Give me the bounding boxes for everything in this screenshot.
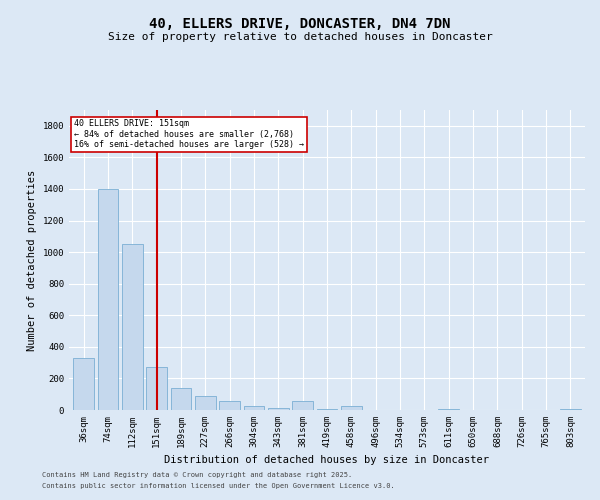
Bar <box>146 368 167 410</box>
Bar <box>244 406 265 410</box>
Bar <box>341 406 362 410</box>
Bar <box>317 409 337 410</box>
Text: Contains HM Land Registry data © Crown copyright and database right 2025.: Contains HM Land Registry data © Crown c… <box>42 472 352 478</box>
Bar <box>170 388 191 410</box>
Bar <box>195 396 215 410</box>
Text: Contains public sector information licensed under the Open Government Licence v3: Contains public sector information licen… <box>42 483 395 489</box>
Bar <box>439 409 459 410</box>
Y-axis label: Number of detached properties: Number of detached properties <box>27 170 37 350</box>
Bar <box>73 358 94 410</box>
Bar <box>122 244 143 410</box>
Bar <box>98 189 118 410</box>
Bar <box>292 402 313 410</box>
Bar <box>268 408 289 410</box>
Text: Size of property relative to detached houses in Doncaster: Size of property relative to detached ho… <box>107 32 493 42</box>
Bar <box>560 409 581 410</box>
X-axis label: Distribution of detached houses by size in Doncaster: Distribution of detached houses by size … <box>164 456 490 466</box>
Text: 40, ELLERS DRIVE, DONCASTER, DN4 7DN: 40, ELLERS DRIVE, DONCASTER, DN4 7DN <box>149 18 451 32</box>
Text: 40 ELLERS DRIVE: 151sqm
← 84% of detached houses are smaller (2,768)
16% of semi: 40 ELLERS DRIVE: 151sqm ← 84% of detache… <box>74 120 304 150</box>
Bar <box>219 402 240 410</box>
